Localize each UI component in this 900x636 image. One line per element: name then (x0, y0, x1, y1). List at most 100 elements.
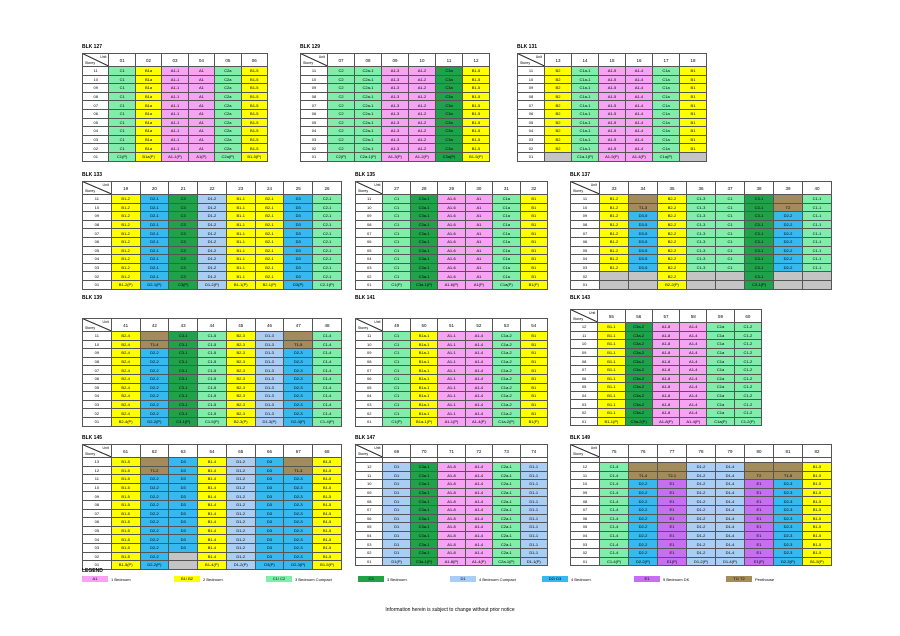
unit-cell: A1-4 (464, 408, 494, 418)
unit-cell: A1-4 (464, 522, 494, 532)
unit-cell: D2-2 (139, 356, 170, 367)
legend-item: C1/ C2 3 Bedroom Compact (266, 576, 358, 582)
unit-cell: C1 (715, 211, 745, 221)
unit-cell: B2 (544, 100, 572, 110)
unit-number: 56 (624, 309, 653, 323)
unit-cell: D1 (382, 487, 411, 498)
unit-cell: C1-4 (312, 365, 342, 375)
unit-cell: C1a(P) (652, 151, 680, 162)
unit-cell: C1 (715, 262, 745, 273)
storey-number: 07 (354, 228, 384, 238)
unit-cell: C2a-1 (354, 126, 382, 136)
unit-cell: C1a (492, 219, 521, 230)
storey-number: 09 (300, 83, 328, 93)
unit-cell: B1-5 (312, 508, 342, 519)
storey-number: 08 (82, 219, 112, 230)
unit-storey-corner: Unit Storey (81, 53, 110, 67)
unit-cell: C1a-1 (571, 100, 599, 110)
unit-cell: C3a-1 (409, 496, 439, 506)
floor-row: 05 D1 C3a-1 A1-8 A1-4 C2a-1 D1-1 (354, 522, 549, 532)
unit-cell: D1-2 (197, 262, 227, 273)
unit-cell: C1a (706, 356, 735, 366)
unit-cell: B1 (519, 356, 549, 367)
unit-cell: B1 (679, 83, 707, 93)
floor-row: 10 B1-5 D2-2 D3 B1-4 D1-2 D3 D2-3 B1-5 (82, 482, 342, 493)
storey-number: 01 (570, 556, 600, 567)
unit-cell: C1a (492, 228, 521, 238)
unit-cell: B1 (519, 194, 549, 204)
floor-row: 06 C1 C3a-1 A1-6 A1 C1a B1 (354, 236, 549, 247)
unit-cell: B2-2 (657, 271, 687, 281)
unit-cell: C2-1 (312, 254, 342, 264)
unit-storey-corner: Unit Storey (517, 53, 545, 67)
unit-cell: B1 (519, 219, 549, 230)
unit-cell: D3 (283, 262, 314, 273)
unit-cell: B1-5 (802, 530, 832, 541)
unit-cell: D1-3 (254, 339, 285, 350)
unit-cell: D3 (168, 534, 199, 544)
unit-cell: D2-2 (139, 517, 170, 527)
unit-cell: D1 (382, 479, 411, 489)
block-127: BLK 127 Unit Storey 01 02 03 04 05 06 11 C1 B1a A1-1… (81, 43, 269, 162)
legend-label: 5 Bedroom DK (663, 576, 690, 582)
unit-cell: C2a-1 (492, 462, 521, 472)
unit-cell: C1 (715, 194, 745, 204)
unit-cell: C3a (435, 134, 463, 145)
header-row: Unit Storey 69 70 71 72 73 74 (354, 444, 549, 458)
unit-cell: C1-2(P) (733, 416, 763, 427)
unit-cell: C3a-2 (624, 322, 653, 332)
storey-number: 06 (82, 517, 112, 527)
unit-cell (628, 462, 658, 472)
storey-number: 12 (82, 465, 112, 476)
unit-cell: C1-1 (802, 262, 832, 273)
unit-cell: C1a-1 (571, 117, 599, 128)
unit-number: 01 (108, 53, 136, 67)
unit-cell: D2-2(P) (628, 556, 658, 567)
unit-cell: C3-1 (168, 356, 199, 367)
unit-number: 48 (312, 318, 342, 332)
floor-row: 01 C1a-1(P) A1-5(P) A1-4(P) C1a(P) (517, 151, 707, 162)
unit-cell: C1-4 (312, 382, 342, 393)
unit-cell: B2-1(P) (254, 279, 285, 290)
unit-cell: B1-5 (802, 504, 832, 515)
unit-cell: B1 (519, 339, 549, 350)
unit-cell: C1-2 (733, 339, 763, 349)
unit-cell: A1-4 (625, 100, 653, 110)
block-title: BLK 145 (82, 435, 103, 441)
unit-cell: C1a (652, 117, 680, 128)
unit-cell: A1-8 (437, 470, 466, 481)
unit-cell: C1-5 (197, 391, 227, 401)
unit-number: 19 (110, 181, 141, 195)
unit-cell: B2 (544, 83, 572, 93)
unit-number: 24 (254, 181, 285, 195)
unit-cell: B2 (544, 66, 572, 76)
floor-row: 10 B1-2 D2-1 C3 D1-2 B1-1 B2-1 D3 C2-1 (82, 202, 342, 213)
storey-number: 05 (569, 382, 599, 392)
unit-number: 25 (283, 181, 314, 195)
unit-storey-corner: Unit Storey (570, 444, 600, 458)
unit-cell: B2-4 (110, 408, 141, 418)
unit-cell: B1-5 (802, 470, 832, 481)
unit-cell: A1-5 (598, 143, 626, 153)
unit-cell: A1-2 (408, 83, 436, 93)
unit-cell: C3 (168, 211, 199, 221)
unit-cell: C2a-1 (354, 74, 382, 85)
unit-cell: C1a (492, 254, 521, 264)
unit-cell: E1 (657, 487, 687, 498)
unit-cell: D2-3 (283, 365, 314, 375)
legend-swatch: D1 (450, 576, 476, 582)
diagonal-divider (571, 182, 599, 194)
unit-cell: C1a (492, 245, 521, 256)
unit-cell: D2-3 (283, 382, 314, 393)
block-title: BLK 131 (517, 44, 538, 50)
unit-cell: C1-2 (733, 382, 763, 392)
unit-cell: B1a-1 (409, 399, 439, 410)
unit-cell: D1-1 (519, 470, 549, 481)
unit-cell: A1-1 (161, 100, 189, 110)
unit-cell: C1-1 (802, 245, 832, 256)
unit-cell: D1-3 (254, 356, 285, 367)
block-title: BLK 133 (82, 172, 103, 178)
unit-cell: D1-4 (715, 470, 745, 481)
unit-cell: B2-4 (110, 373, 141, 384)
unit-cell: C1 (108, 117, 136, 128)
